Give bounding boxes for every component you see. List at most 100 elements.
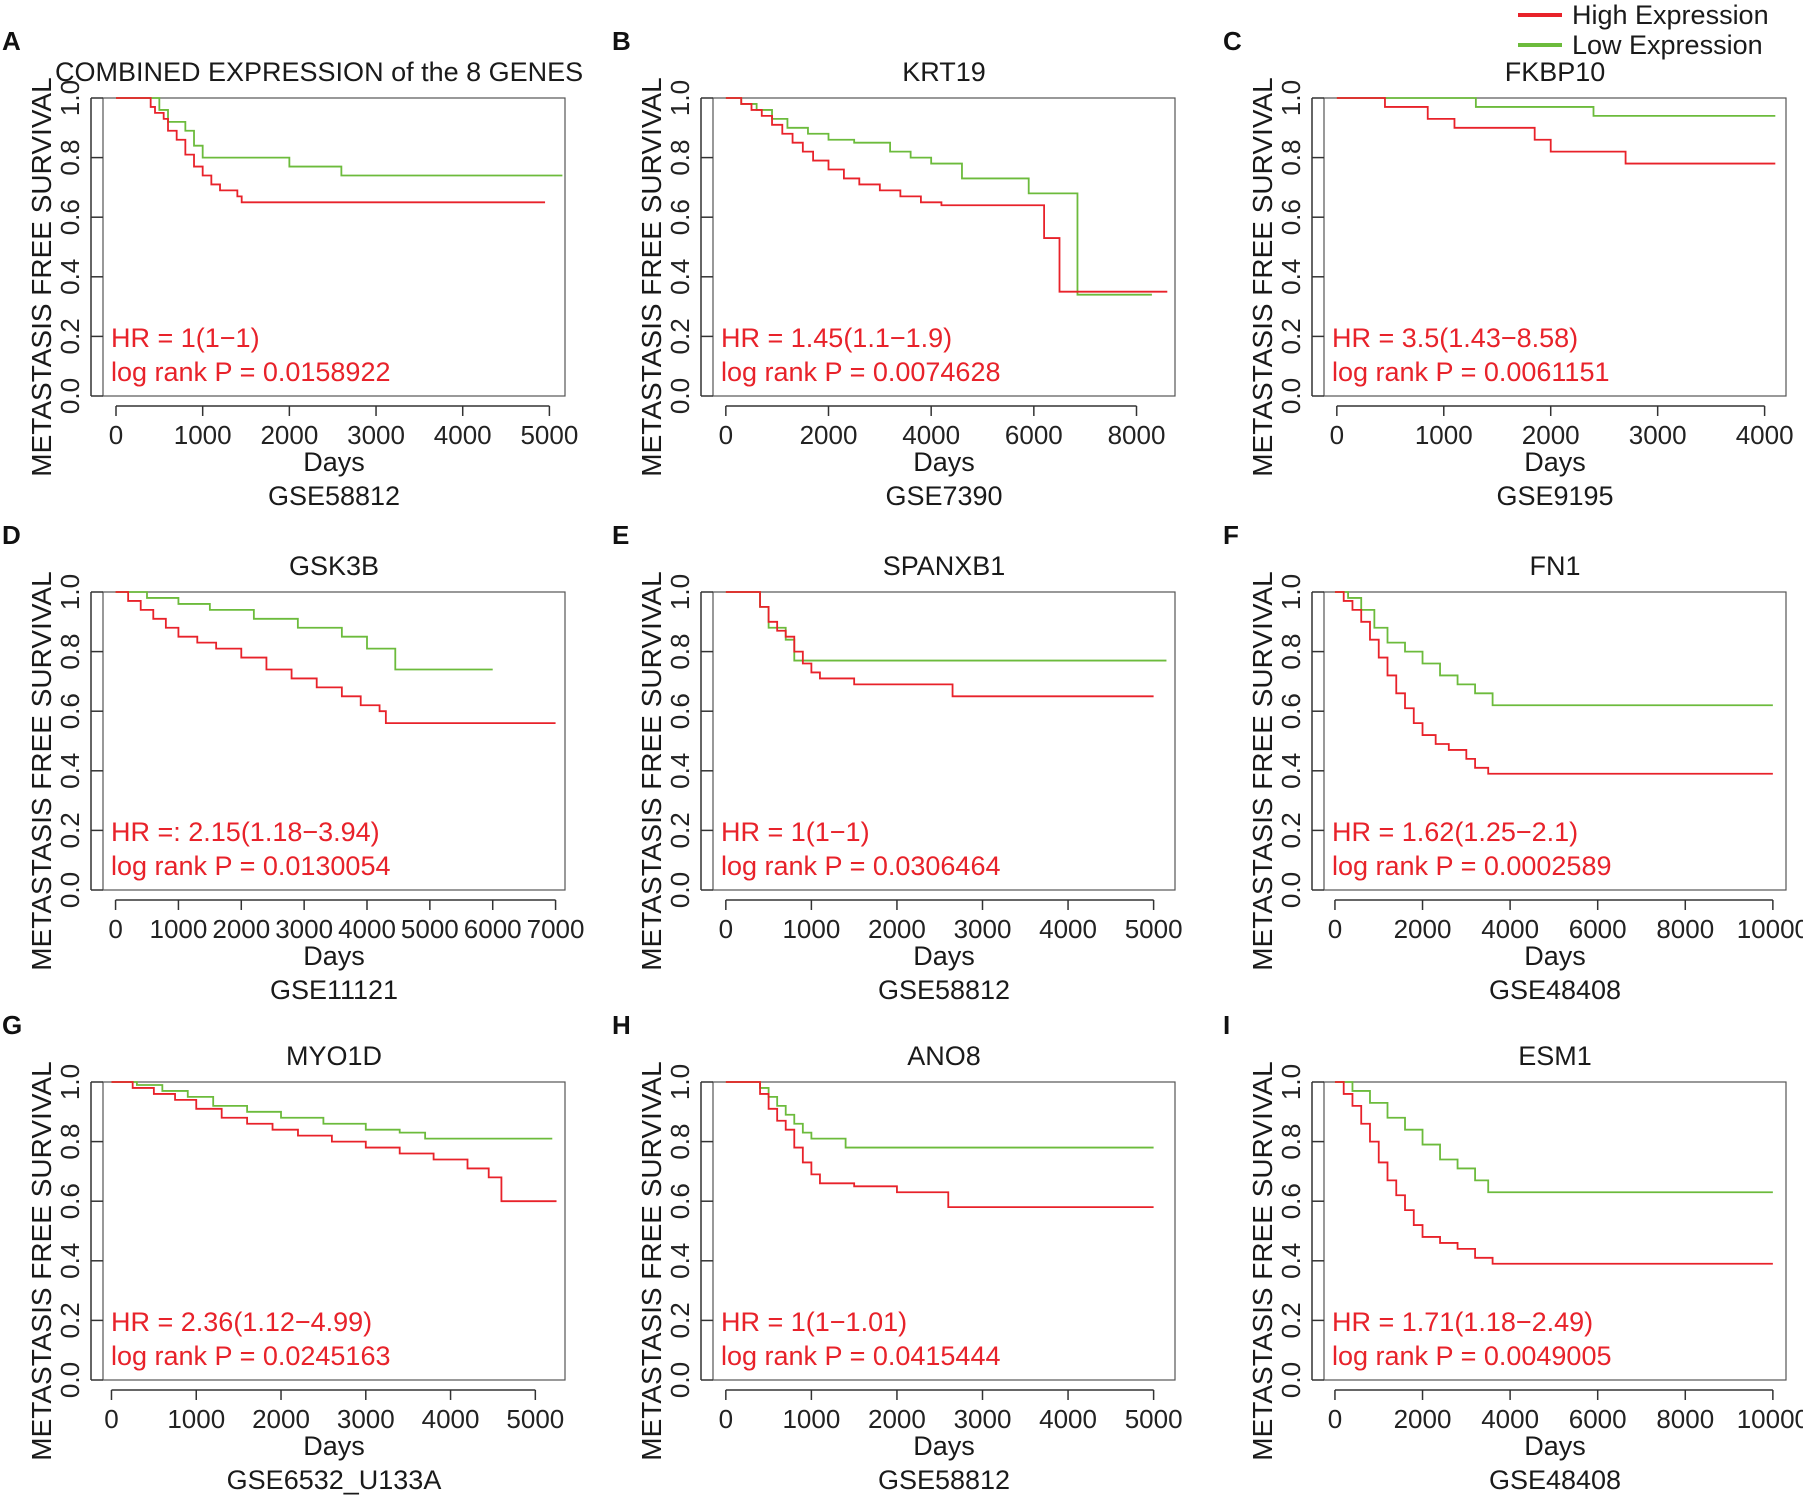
y-tick-label: 0.6 (1276, 1183, 1306, 1219)
x-tick-label: 2000 (1522, 420, 1580, 450)
y-tick-label: 0.0 (665, 872, 695, 908)
x-tick-label: 4000 (1039, 914, 1097, 944)
x-tick-label: 4000 (434, 420, 492, 450)
x-tick-label: 0 (719, 1404, 733, 1434)
panel-letter: B (612, 26, 631, 56)
x-tick-label: 2000 (1394, 1404, 1452, 1434)
panel-letter: C (1223, 26, 1242, 56)
panel-letter: G (2, 1010, 23, 1040)
dataset-label: GSE58812 (877, 1465, 1011, 1495)
hazard-ratio-text: HR = 1(1−1.01) (721, 1307, 908, 1337)
x-tick-label: 2000 (260, 420, 318, 450)
logrank-p-text: log rank P = 0.0158922 (111, 357, 391, 387)
y-tick-label: 0.8 (1276, 140, 1306, 176)
series-line-low-expression (111, 1081, 553, 1140)
plot-title: FN1 (1529, 551, 1581, 581)
series-line-low-expression (725, 591, 1167, 662)
logrank-p-text: log rank P = 0.0074628 (721, 357, 1001, 387)
x-tick-label: 1000 (150, 914, 208, 944)
plot-title: GSK3B (288, 551, 380, 581)
hazard-ratio-text: HR = 3.5(1.43−8.58) (1332, 323, 1579, 353)
y-tick-label: 1.0 (665, 574, 695, 610)
y-axis-label: METASTASIS FREE SURVIVAL (26, 571, 57, 971)
x-tick-label: 4000 (1736, 420, 1794, 450)
panel-letter: I (1223, 1010, 1231, 1040)
y-tick-label: 1.0 (1276, 1064, 1306, 1100)
x-tick-label: 0 (1330, 420, 1344, 450)
y-tick-label: 1.0 (1276, 80, 1306, 116)
y-tick-label: 0.2 (665, 1302, 695, 1338)
x-axis-label: Days (303, 941, 365, 971)
x-tick-label: 4000 (1481, 1404, 1539, 1434)
y-tick-label: 0.6 (1276, 199, 1306, 235)
panel-letter: F (1223, 520, 1239, 550)
x-tick-label: 1000 (167, 1404, 225, 1434)
series-line-high-expression (1334, 591, 1773, 775)
x-tick-label: 0 (719, 420, 733, 450)
y-tick-label: 0.6 (55, 693, 85, 729)
x-axis-label: Days (1524, 941, 1586, 971)
y-tick-label: 1.0 (55, 574, 85, 610)
x-tick-label: 4000 (338, 914, 396, 944)
hazard-ratio-text: HR = 1(1−1) (111, 323, 260, 353)
x-tick-label: 0 (108, 914, 122, 944)
x-tick-label: 3000 (954, 1404, 1012, 1434)
logrank-p-text: log rank P = 0.0245163 (111, 1341, 391, 1371)
x-tick-label: 1000 (174, 420, 232, 450)
y-axis-label: METASTASIS FREE SURVIVAL (1247, 571, 1278, 971)
y-tick-label: 0.4 (55, 1243, 85, 1279)
legend-label-high: High Expression (1572, 0, 1769, 30)
logrank-p-text: log rank P = 0.0049005 (1332, 1341, 1612, 1371)
plot-title: FKBP10 (1504, 57, 1606, 87)
y-tick-label: 0.2 (55, 812, 85, 848)
y-tick-label: 0.8 (665, 1124, 695, 1160)
dataset-label: GSE58812 (877, 975, 1011, 1005)
logrank-p-text: log rank P = 0.0061151 (1332, 357, 1610, 387)
y-axis-label: METASTASIS FREE SURVIVAL (1247, 77, 1278, 477)
x-axis-label: Days (1524, 447, 1586, 477)
x-axis-label: Days (913, 447, 975, 477)
x-tick-label: 1000 (782, 1404, 840, 1434)
x-tick-label: 7000 (527, 914, 585, 944)
y-tick-label: 0.0 (1276, 378, 1306, 414)
y-tick-label: 1.0 (1276, 574, 1306, 610)
y-tick-label: 0.4 (665, 753, 695, 789)
y-tick-label: 0.4 (1276, 753, 1306, 789)
plot-title: ANO8 (907, 1041, 981, 1071)
panel-letter: A (2, 26, 21, 56)
x-tick-label: 2000 (800, 420, 858, 450)
dataset-label: GSE7390 (885, 481, 1003, 511)
x-axis-label: Days (303, 447, 365, 477)
y-tick-label: 0.8 (55, 634, 85, 670)
y-tick-label: 0.2 (55, 318, 85, 354)
x-tick-label: 1000 (1415, 420, 1473, 450)
y-tick-label: 0.2 (665, 318, 695, 354)
x-tick-label: 4000 (1481, 914, 1539, 944)
x-tick-label: 0 (1328, 1404, 1342, 1434)
series-line-high-expression (115, 591, 556, 725)
x-tick-label: 4000 (1039, 1404, 1097, 1434)
series-line-high-expression (1334, 1081, 1773, 1265)
series-line-low-expression (1334, 591, 1773, 707)
series-line-high-expression (1336, 97, 1776, 165)
y-tick-label: 1.0 (665, 1064, 695, 1100)
y-tick-label: 0.0 (665, 378, 695, 414)
x-tick-label: 0 (104, 1404, 118, 1434)
y-tick-label: 0.0 (55, 1362, 85, 1398)
x-tick-label: 6000 (1569, 1404, 1627, 1434)
logrank-p-text: log rank P = 0.0306464 (721, 851, 1001, 881)
y-axis-label: METASTASIS FREE SURVIVAL (1247, 1061, 1278, 1461)
y-tick-label: 0.0 (1276, 872, 1306, 908)
x-tick-label: 3000 (347, 420, 405, 450)
x-tick-label: 5000 (1125, 914, 1183, 944)
x-tick-label: 2000 (252, 1404, 310, 1434)
y-axis-label: METASTASIS FREE SURVIVAL (26, 1061, 57, 1461)
plot-title: MYO1D (285, 1041, 383, 1071)
